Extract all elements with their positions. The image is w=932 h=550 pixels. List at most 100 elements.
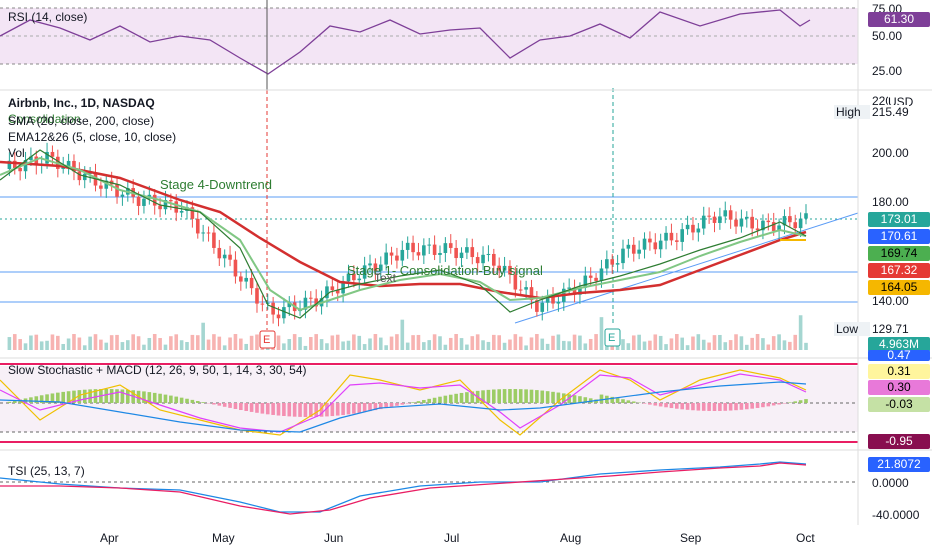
volume-bar (621, 339, 625, 350)
macd-hist-bar (7, 401, 12, 403)
macd-hist-bar (718, 403, 722, 411)
volume-bar (222, 345, 227, 350)
candle-body (18, 167, 22, 172)
candle-body (448, 243, 453, 248)
macd-hist-bar (185, 398, 189, 403)
volume-bar (39, 341, 44, 350)
stoch-tag-5: -0.95 (868, 434, 930, 449)
macd-hist-bar (599, 394, 604, 403)
volume-bar (131, 334, 135, 350)
macd-hist-bar (88, 389, 92, 403)
macd-hist-bar (228, 403, 232, 408)
macd-hist-bar (675, 403, 679, 409)
volume-bar (766, 344, 771, 350)
candle-body (599, 268, 604, 281)
macd-hist-bar (174, 396, 179, 403)
volume-bar (50, 334, 55, 350)
candle-body (744, 216, 749, 219)
volume-bar (255, 334, 259, 350)
candle-body (432, 244, 437, 255)
macd-hist-bar (400, 403, 405, 405)
candle-body (233, 259, 238, 277)
macd-hist-bar (195, 401, 200, 403)
macd-hist-bar (712, 403, 717, 411)
indicator-vol: Vol (8, 146, 25, 160)
volume-bar (325, 343, 329, 350)
macd-hist-bar (352, 403, 356, 414)
candle-body (222, 254, 227, 259)
sma-20-line (0, 156, 807, 312)
macd-hist-bar (615, 398, 620, 403)
candle-body (158, 205, 162, 210)
macd-hist-bar (658, 403, 663, 407)
candle-body (578, 287, 582, 295)
volume-bar (314, 334, 318, 350)
candle-body (621, 248, 625, 264)
macd-hist-bar (422, 399, 426, 403)
volume-bar (384, 345, 388, 350)
candle-body (287, 302, 292, 308)
candle-body (588, 275, 593, 278)
volume-bar (185, 342, 189, 350)
macd-hist-bar (120, 389, 125, 403)
volume-bar (448, 337, 453, 350)
candle-body (502, 265, 507, 271)
volume-bar (588, 338, 593, 350)
candle-body (378, 264, 383, 271)
candle-body (664, 232, 668, 241)
volume-bar (761, 338, 765, 350)
volume-bar (642, 341, 647, 350)
candles (7, 142, 808, 327)
candle-body (459, 252, 464, 259)
candle-body (179, 210, 184, 213)
high-value: 215.49 (872, 105, 909, 119)
volume-bar (163, 344, 168, 350)
volume-bar (492, 334, 496, 350)
macd-hist-bar (72, 390, 76, 403)
stoch-macd-title: Slow Stochastic + MACD (12, 26, 9, 50, 1… (8, 363, 307, 377)
x-label-sep: Sep (680, 531, 702, 545)
candle-body (368, 263, 372, 266)
volume-bar (497, 335, 501, 350)
candle-body (303, 297, 308, 310)
candle-body (115, 184, 119, 197)
volume-bar (637, 334, 641, 350)
macd-hist-bar (572, 395, 577, 403)
candle-body (535, 300, 539, 312)
macd-hist-bar (411, 402, 415, 403)
macd-hist-bar (750, 403, 754, 409)
candle-body (454, 247, 458, 259)
stoch-tag-4: -0.03 (868, 397, 930, 412)
candle-body (750, 216, 754, 229)
price-tag-sma200: 167.32 (868, 263, 930, 278)
stoch-tag-2: 0.31 (868, 364, 930, 379)
candle-body (782, 216, 787, 226)
candle-body (384, 252, 388, 265)
macd-hist-bar (244, 403, 249, 412)
volume-bar (239, 338, 243, 350)
volume-bar (545, 343, 550, 350)
earnings-marker-2 (604, 328, 621, 347)
macd-hist-bar (292, 403, 297, 417)
macd-hist-bar (142, 391, 146, 403)
volume-bar (362, 344, 367, 350)
volume-bar (465, 344, 469, 350)
macd-line (0, 381, 807, 433)
candle-body (486, 253, 491, 255)
candle-body (29, 156, 33, 161)
candle-body (77, 171, 82, 181)
volume-bar (432, 334, 437, 350)
volume-bar (502, 342, 507, 350)
candle-body (66, 160, 71, 167)
candle-body (529, 287, 534, 301)
candle-body (701, 215, 706, 229)
macd-hist-bar (384, 403, 388, 409)
volume-bar (152, 334, 157, 350)
indicator-ema: EMA12&26 (5, close, 10, close) (8, 130, 177, 144)
candle-body (761, 220, 765, 231)
macd-hist-bar (723, 403, 728, 411)
stage4-label: Stage 4-Downtrend (160, 177, 273, 192)
macd-hist-bar (502, 389, 507, 403)
macd-hist-bar (61, 391, 66, 403)
rsi-line (0, 9, 811, 75)
